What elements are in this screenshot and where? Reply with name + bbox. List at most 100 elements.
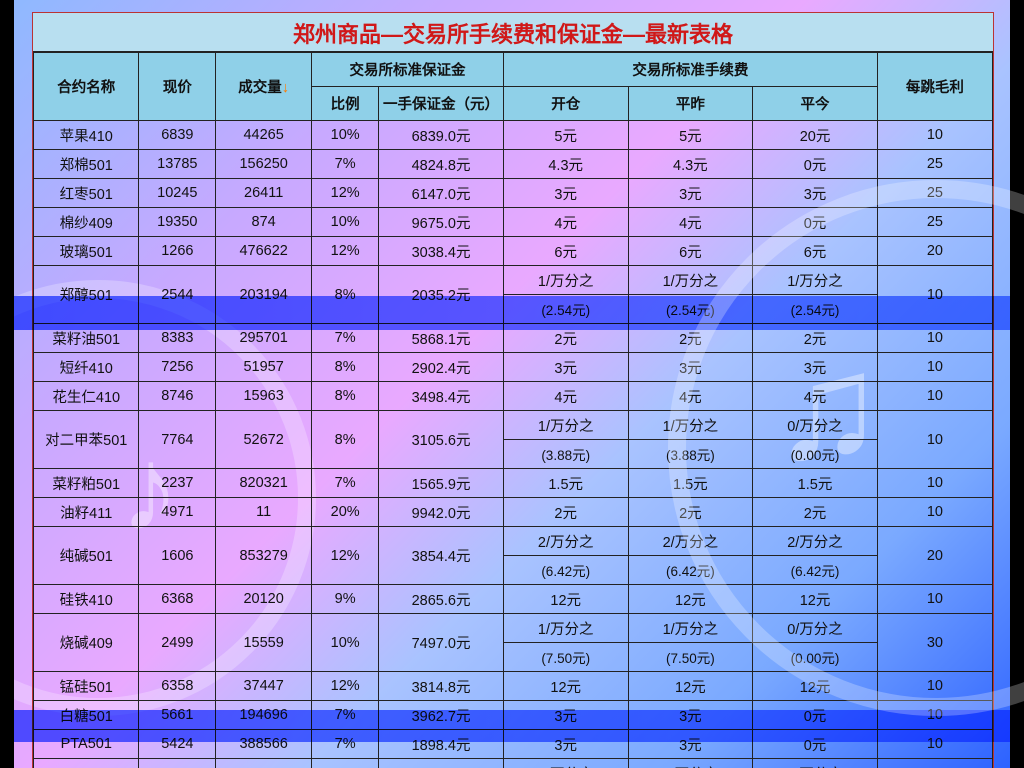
cell-today: 0元: [753, 701, 878, 730]
th-volume-label: 成交量: [238, 80, 282, 96]
cell-open: 2/万分之: [503, 527, 628, 556]
table-row: 锰硅50163583744712%3814.8元12元12元12元10: [34, 672, 993, 701]
cell-today2: (6.42元): [753, 556, 878, 585]
table-row: 菜籽粕50122378203217%1565.9元1.5元1.5元1.5元10: [34, 469, 993, 498]
cell-price: 2499: [139, 614, 216, 672]
cell-yest: 2元: [628, 498, 753, 527]
cell-name: 玻璃501: [34, 237, 139, 266]
table-row: 郑棉501137851562507%4824.8元4.3元4.3元0元25: [34, 150, 993, 179]
cell-ratio: 12%: [312, 237, 379, 266]
cell-today2: (0.00元): [753, 643, 878, 672]
cell-tick: 10: [877, 121, 992, 150]
cell-today: 2元: [753, 498, 878, 527]
cell-open: 1/万分之: [503, 266, 628, 295]
cell-ratio: 7%: [312, 150, 379, 179]
cell-price: 2544: [139, 266, 216, 324]
cell-open: 3元: [503, 179, 628, 208]
cell-volume: 51957: [216, 353, 312, 382]
table-card: 郑州商品—交易所手续费和保证金—最新表格 合约名称 现价 成交量↓ 交易所标准保…: [32, 12, 994, 768]
cell-price: 13785: [139, 150, 216, 179]
cell-ratio: 8%: [312, 266, 379, 324]
cell-hand: 3038.4元: [379, 237, 504, 266]
cell-yest: 1/万分之: [628, 759, 753, 768]
cell-name: 短纤410: [34, 353, 139, 382]
cell-today: 3元: [753, 179, 878, 208]
cell-open2: (3.88元): [503, 440, 628, 469]
cell-ratio: 10%: [312, 208, 379, 237]
cell-today: 0/万分之: [753, 411, 878, 440]
cell-price: 6358: [139, 672, 216, 701]
cell-hand: 6839.0元: [379, 121, 504, 150]
cell-hand: 9675.0元: [379, 208, 504, 237]
table-row: 硅铁4106368201209%2865.6元12元12元12元10: [34, 585, 993, 614]
cell-name: 纯碱501: [34, 527, 139, 585]
th-yest: 平昨: [628, 87, 753, 121]
cell-hand: 4824.8元: [379, 150, 504, 179]
cell-price: 4971: [139, 498, 216, 527]
cell-ratio: 7%: [312, 469, 379, 498]
cell-hand: 3814.8元: [379, 672, 504, 701]
cell-name: 硅铁410: [34, 585, 139, 614]
table-row: 郑醇50125442031948%2035.2元1/万分之1/万分之1/万分之1…: [34, 266, 993, 295]
cell-hand: 2035.2元: [379, 266, 504, 324]
cell-today: 1.5元: [753, 469, 878, 498]
th-ratio: 比例: [312, 87, 379, 121]
letterbox-right: [1010, 0, 1024, 768]
cell-open: 12元: [503, 672, 628, 701]
cell-volume: 203194: [216, 266, 312, 324]
background: ♪ ♫ 郑州商品—交易所手续费和保证金—最新表格 合约名称 现价 成交量↓ 交易…: [0, 0, 1024, 768]
cell-name: 锰硅501: [34, 672, 139, 701]
cell-ratio: 7%: [312, 730, 379, 759]
th-today: 平今: [753, 87, 878, 121]
cell-open: 4元: [503, 382, 628, 411]
cell-today: 0元: [753, 730, 878, 759]
cell-name: 对二甲苯501: [34, 411, 139, 469]
cell-today: 12元: [753, 585, 878, 614]
cell-ratio: 9%: [312, 585, 379, 614]
th-volume: 成交量↓: [216, 53, 312, 121]
table-row: 短纤4107256519578%2902.4元3元3元3元10: [34, 353, 993, 382]
cell-volume: 388566: [216, 730, 312, 759]
cell-ratio: 20%: [312, 498, 379, 527]
table-row: 苹果41068394426510%6839.0元5元5元20元10: [34, 121, 993, 150]
cell-ratio: 10%: [312, 121, 379, 150]
cell-hand: 9942.0元: [379, 498, 504, 527]
cell-yest: 4.3元: [628, 150, 753, 179]
cell-volume: 52672: [216, 411, 312, 469]
page-title: 郑州商品—交易所手续费和保证金—最新表格: [33, 13, 993, 52]
cell-open: 12元: [503, 585, 628, 614]
cell-price: 7764: [139, 411, 216, 469]
cell-volume: 44265: [216, 121, 312, 150]
table-row: 烧碱40924991555910%7497.0元1/万分之1/万分之0/万分之3…: [34, 614, 993, 643]
cell-price: 1890: [139, 759, 216, 768]
cell-today: 3元: [753, 353, 878, 382]
table-row: 花生仁4108746159638%3498.4元4元4元4元10: [34, 382, 993, 411]
cell-hand: 1898.4元: [379, 730, 504, 759]
cell-tick: 10: [877, 382, 992, 411]
cell-yest: 2元: [628, 324, 753, 353]
cell-volume: 26411: [216, 179, 312, 208]
cell-open: 1/万分之: [503, 411, 628, 440]
cell-price: 6368: [139, 585, 216, 614]
cell-price: 2237: [139, 469, 216, 498]
cell-tick: 20: [877, 527, 992, 585]
table-row: 油籽41149711120%9942.0元2元2元2元10: [34, 498, 993, 527]
cell-tick: 30: [877, 614, 992, 672]
cell-yest: 12元: [628, 585, 753, 614]
cell-name: 白糖501: [34, 701, 139, 730]
letterbox-left: [0, 0, 14, 768]
cell-volume: 820321: [216, 469, 312, 498]
cell-name: 红枣501: [34, 179, 139, 208]
cell-yest: 1/万分之: [628, 614, 753, 643]
cell-tick: 25: [877, 150, 992, 179]
table-body: 苹果41068394426510%6839.0元5元5元20元10郑棉50113…: [34, 121, 993, 768]
cell-yest: 5元: [628, 121, 753, 150]
cell-yest: 3元: [628, 730, 753, 759]
table-row: 玻璃501126647662212%3038.4元6元6元6元20: [34, 237, 993, 266]
cell-name: 尿素501: [34, 759, 139, 768]
cell-hand: 6147.0元: [379, 179, 504, 208]
cell-price: 6839: [139, 121, 216, 150]
cell-today: 2/万分之: [753, 527, 878, 556]
cell-tick: 10: [877, 730, 992, 759]
cell-hand: 3854.4元: [379, 527, 504, 585]
